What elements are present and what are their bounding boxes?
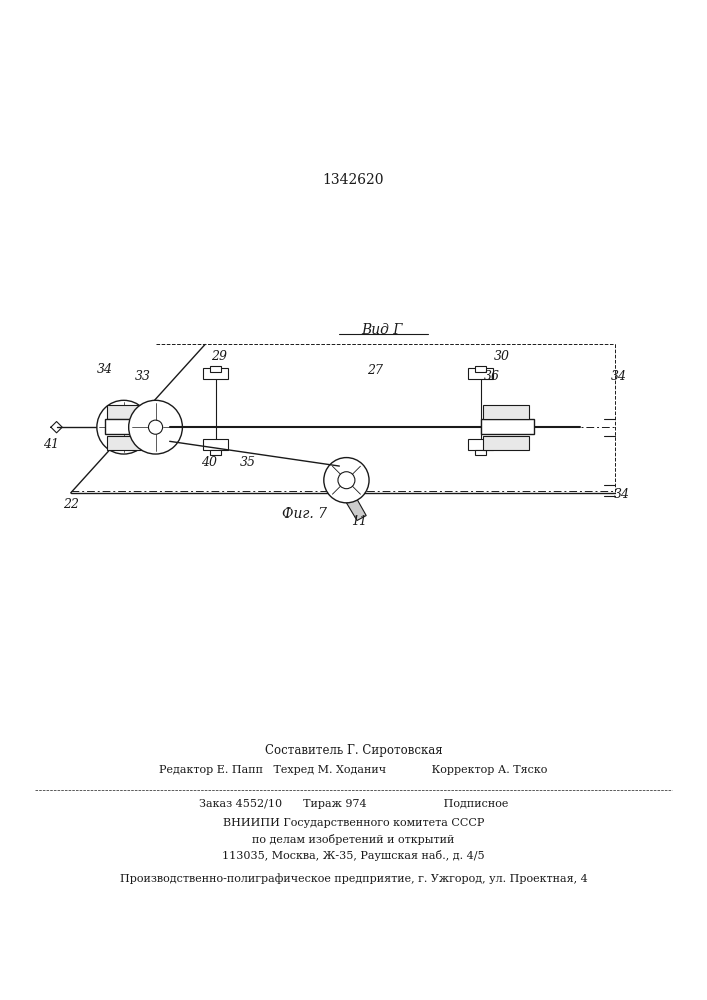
- Circle shape: [324, 458, 369, 503]
- Bar: [475, 366, 486, 372]
- Bar: [203, 439, 228, 450]
- Text: по делам изобретений и открытий: по делам изобретений и открытий: [252, 834, 455, 845]
- Text: 34: 34: [614, 488, 630, 501]
- Bar: [483, 436, 529, 450]
- Text: 30: 30: [494, 350, 510, 363]
- Text: 33: 33: [135, 370, 151, 383]
- Circle shape: [117, 420, 131, 434]
- Text: Составитель Г. Сиротовская: Составитель Г. Сиротовская: [264, 744, 443, 757]
- Bar: [203, 368, 228, 379]
- Text: 27: 27: [367, 364, 382, 377]
- Text: 34: 34: [611, 370, 626, 383]
- Text: 40: 40: [201, 456, 216, 469]
- Bar: [475, 450, 486, 455]
- Text: 34: 34: [97, 363, 112, 376]
- Bar: [483, 405, 529, 419]
- Text: 29: 29: [211, 350, 227, 363]
- Text: Вид Г: Вид Г: [361, 323, 402, 337]
- Text: 36: 36: [484, 370, 499, 383]
- Text: 1342620: 1342620: [323, 173, 384, 187]
- Text: Производственно-полиграфическое предприятие, г. Ужгород, ул. Проектная, 4: Производственно-полиграфическое предприя…: [119, 873, 588, 884]
- Text: Редактор Е. Папп   Техред М. Ходанич             Корректор А. Тяско: Редактор Е. Папп Техред М. Ходанич Корре…: [159, 765, 548, 775]
- Text: 22: 22: [63, 498, 78, 511]
- Bar: [468, 439, 493, 450]
- Bar: [107, 436, 153, 450]
- Text: 35: 35: [240, 456, 255, 469]
- Circle shape: [338, 472, 355, 489]
- Circle shape: [97, 400, 151, 454]
- Bar: [105, 419, 158, 434]
- Text: Фиг. 7: Фиг. 7: [281, 507, 327, 521]
- Text: Заказ 4552/10      Тираж 974                      Подписное: Заказ 4552/10 Тираж 974 Подписное: [199, 799, 508, 809]
- Text: 113035, Москва, Ж-35, Раушская наб., д. 4/5: 113035, Москва, Ж-35, Раушская наб., д. …: [222, 850, 485, 861]
- Text: ВНИИПИ Государственного комитета СССР: ВНИИПИ Государственного комитета СССР: [223, 818, 484, 828]
- Bar: [210, 366, 221, 372]
- Text: 41: 41: [43, 438, 59, 451]
- Circle shape: [129, 400, 182, 454]
- Bar: [468, 368, 493, 379]
- Circle shape: [148, 420, 163, 434]
- Bar: [210, 450, 221, 455]
- Text: 11: 11: [351, 515, 367, 528]
- Polygon shape: [346, 499, 366, 521]
- Bar: [107, 405, 153, 419]
- Bar: [481, 419, 534, 434]
